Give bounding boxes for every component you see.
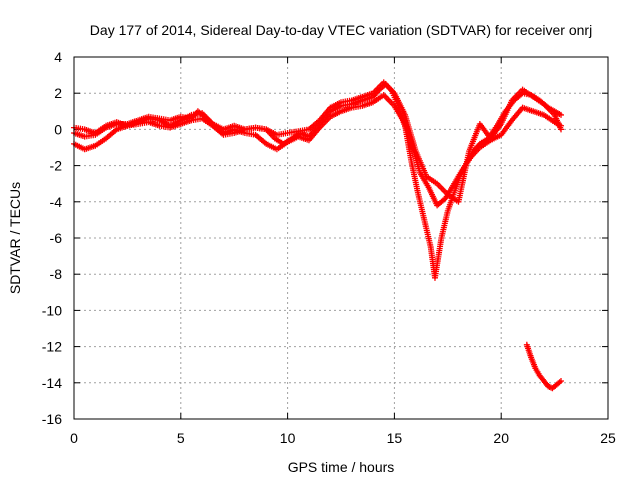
y-tick-label: -14 xyxy=(42,375,62,391)
x-tick-label: 10 xyxy=(280,430,296,446)
plot-frame xyxy=(73,56,609,420)
x-tick-label: 0 xyxy=(70,430,78,446)
y-tick-label: -8 xyxy=(50,266,63,282)
y-tick-label: -12 xyxy=(42,339,62,355)
y-tick-label: -2 xyxy=(50,158,63,174)
series-track-b xyxy=(71,92,565,209)
x-tick-label: 5 xyxy=(177,430,185,446)
data-point xyxy=(558,377,565,384)
y-tick-label: -10 xyxy=(42,302,62,318)
series-track-d xyxy=(523,341,565,392)
data-point xyxy=(558,126,565,133)
x-tick-label: 15 xyxy=(387,430,403,446)
y-tick-label: 2 xyxy=(54,85,62,101)
x-tick-label: 25 xyxy=(600,430,616,446)
series-track-c xyxy=(71,79,565,205)
x-tick-label: 20 xyxy=(493,430,509,446)
data-points xyxy=(71,79,565,392)
data-point xyxy=(558,111,565,118)
y-tick-label: 0 xyxy=(54,121,62,137)
y-tick-label: -4 xyxy=(50,194,63,210)
y-tick-label: 4 xyxy=(54,49,62,65)
y-tick-label: -6 xyxy=(50,230,63,246)
chart-title: Day 177 of 2014, Sidereal Day-to-day VTE… xyxy=(90,22,592,38)
y-axis-label: SDTVAR / TECUs xyxy=(7,182,23,294)
y-tick-label: -16 xyxy=(42,411,62,427)
x-axis-label: GPS time / hours xyxy=(288,459,395,475)
